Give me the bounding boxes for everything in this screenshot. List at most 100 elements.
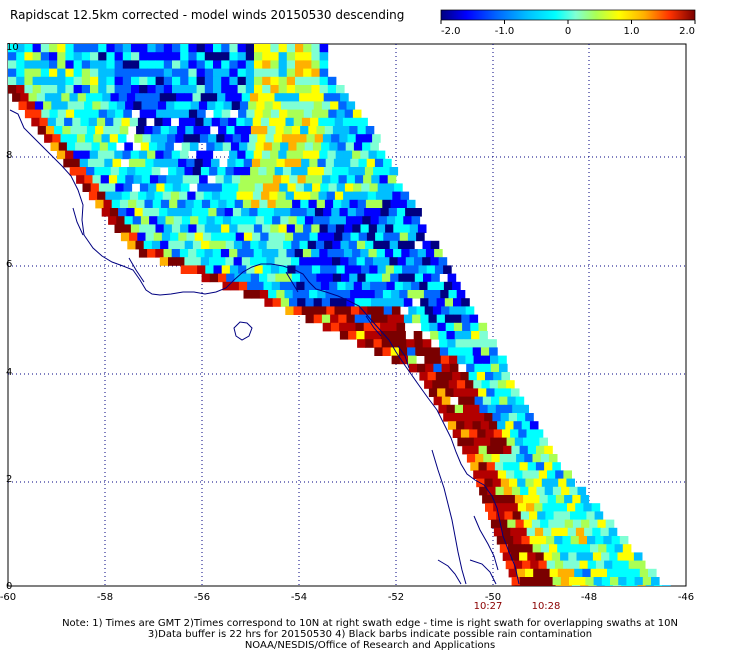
swath-cell bbox=[361, 265, 370, 274]
swath-cell bbox=[362, 314, 372, 324]
swath-cell bbox=[200, 93, 210, 102]
swath-cell bbox=[493, 429, 503, 438]
swath-cell bbox=[281, 175, 290, 184]
swath-cell bbox=[361, 183, 370, 192]
swath-cell bbox=[496, 511, 505, 520]
swath-cell bbox=[252, 117, 262, 127]
swath-cell bbox=[253, 224, 263, 233]
swath-cell bbox=[295, 85, 304, 94]
swath-cell bbox=[241, 208, 250, 217]
swath-cell bbox=[490, 355, 499, 365]
swath-cell bbox=[609, 552, 618, 561]
x-tick-label: -46 bbox=[678, 592, 694, 603]
swath-cell bbox=[327, 249, 337, 258]
swath-cell bbox=[65, 60, 74, 69]
swath-cell bbox=[186, 158, 195, 168]
swath-cell bbox=[507, 454, 517, 463]
swath-cell bbox=[224, 208, 234, 217]
swath-cell bbox=[505, 536, 514, 545]
swath-cell bbox=[353, 183, 362, 192]
swath-cell bbox=[98, 68, 107, 78]
swath-cell bbox=[240, 134, 250, 143]
swath-cell bbox=[348, 240, 358, 250]
swath-cell bbox=[180, 44, 189, 53]
swath-cell bbox=[238, 281, 248, 291]
swath-cell bbox=[136, 199, 145, 209]
swath-cell bbox=[308, 273, 317, 283]
swath-cell bbox=[381, 240, 391, 250]
swath-cell bbox=[353, 281, 363, 291]
swath-cell bbox=[530, 560, 539, 570]
swath-cell bbox=[435, 372, 445, 381]
swath-cell bbox=[37, 126, 47, 135]
swath-cell bbox=[170, 191, 180, 201]
swath-cell bbox=[137, 158, 146, 168]
swath-cell bbox=[486, 462, 496, 471]
swath-cell bbox=[8, 85, 17, 94]
swath-cell bbox=[544, 577, 553, 586]
swath-cell bbox=[299, 257, 308, 266]
swath-cell bbox=[237, 44, 247, 53]
swath-cell bbox=[226, 126, 235, 135]
swath-cell bbox=[573, 544, 583, 553]
y-tick-label: 8 bbox=[6, 150, 12, 161]
swath-cell bbox=[452, 281, 461, 291]
swath-cell bbox=[254, 76, 263, 86]
swath-cell bbox=[490, 519, 500, 529]
swath-cell bbox=[139, 68, 148, 78]
swath-cell bbox=[40, 76, 50, 86]
swath-cell bbox=[124, 142, 133, 151]
swath-cell bbox=[469, 314, 479, 324]
swath-cell bbox=[316, 273, 325, 283]
swath-cell bbox=[375, 306, 385, 315]
swath-cell bbox=[360, 224, 370, 233]
swath-cell bbox=[504, 404, 513, 414]
swath-cell bbox=[482, 363, 492, 373]
swath-cell bbox=[383, 232, 392, 242]
swath-cell bbox=[259, 290, 269, 299]
swath-cell bbox=[40, 60, 50, 69]
swath-cell bbox=[440, 380, 450, 389]
swath-cell bbox=[199, 175, 208, 184]
colorbar-tick-label: 2.0 bbox=[679, 26, 695, 37]
swath-cell bbox=[313, 175, 323, 184]
swath-cell bbox=[385, 224, 394, 233]
swath-cell bbox=[82, 183, 92, 192]
swath-cell bbox=[286, 224, 296, 233]
swath-cell bbox=[261, 150, 271, 160]
swath-cell bbox=[428, 298, 437, 307]
x-tick-label: -48 bbox=[581, 592, 597, 603]
swath-cell bbox=[99, 142, 109, 151]
swath-cell bbox=[138, 249, 148, 258]
swath-cell bbox=[123, 183, 133, 192]
swath-cell bbox=[465, 306, 475, 315]
swath-cell bbox=[454, 331, 464, 340]
swath-cell bbox=[266, 167, 276, 176]
swath-cell bbox=[208, 208, 217, 217]
swath-cell bbox=[460, 372, 469, 381]
swath-cell bbox=[40, 44, 50, 53]
swath-cell bbox=[543, 527, 552, 537]
swath-cell bbox=[451, 413, 460, 422]
x-tick-label: -52 bbox=[388, 592, 404, 603]
colorbar-tick-label: 0 bbox=[565, 26, 571, 37]
swath-cell bbox=[396, 322, 406, 332]
swath-cell bbox=[229, 52, 238, 61]
swath-cell bbox=[65, 68, 74, 78]
swath-cell bbox=[89, 150, 99, 160]
swath-cell bbox=[346, 101, 356, 110]
swath-cell bbox=[337, 216, 347, 225]
swath-cell bbox=[16, 44, 25, 53]
swath-cell bbox=[463, 339, 473, 348]
swath-cell bbox=[245, 76, 255, 86]
swath-cell bbox=[278, 52, 288, 61]
swath-cell bbox=[180, 109, 190, 119]
swath-cell bbox=[314, 134, 324, 143]
swath-cell bbox=[391, 355, 401, 365]
swath-cell bbox=[121, 191, 131, 201]
swath-cell bbox=[519, 577, 529, 586]
swath-cell bbox=[578, 536, 588, 545]
swath-cell bbox=[471, 331, 480, 340]
swath-cell bbox=[57, 68, 66, 78]
swath-cell bbox=[129, 117, 139, 127]
